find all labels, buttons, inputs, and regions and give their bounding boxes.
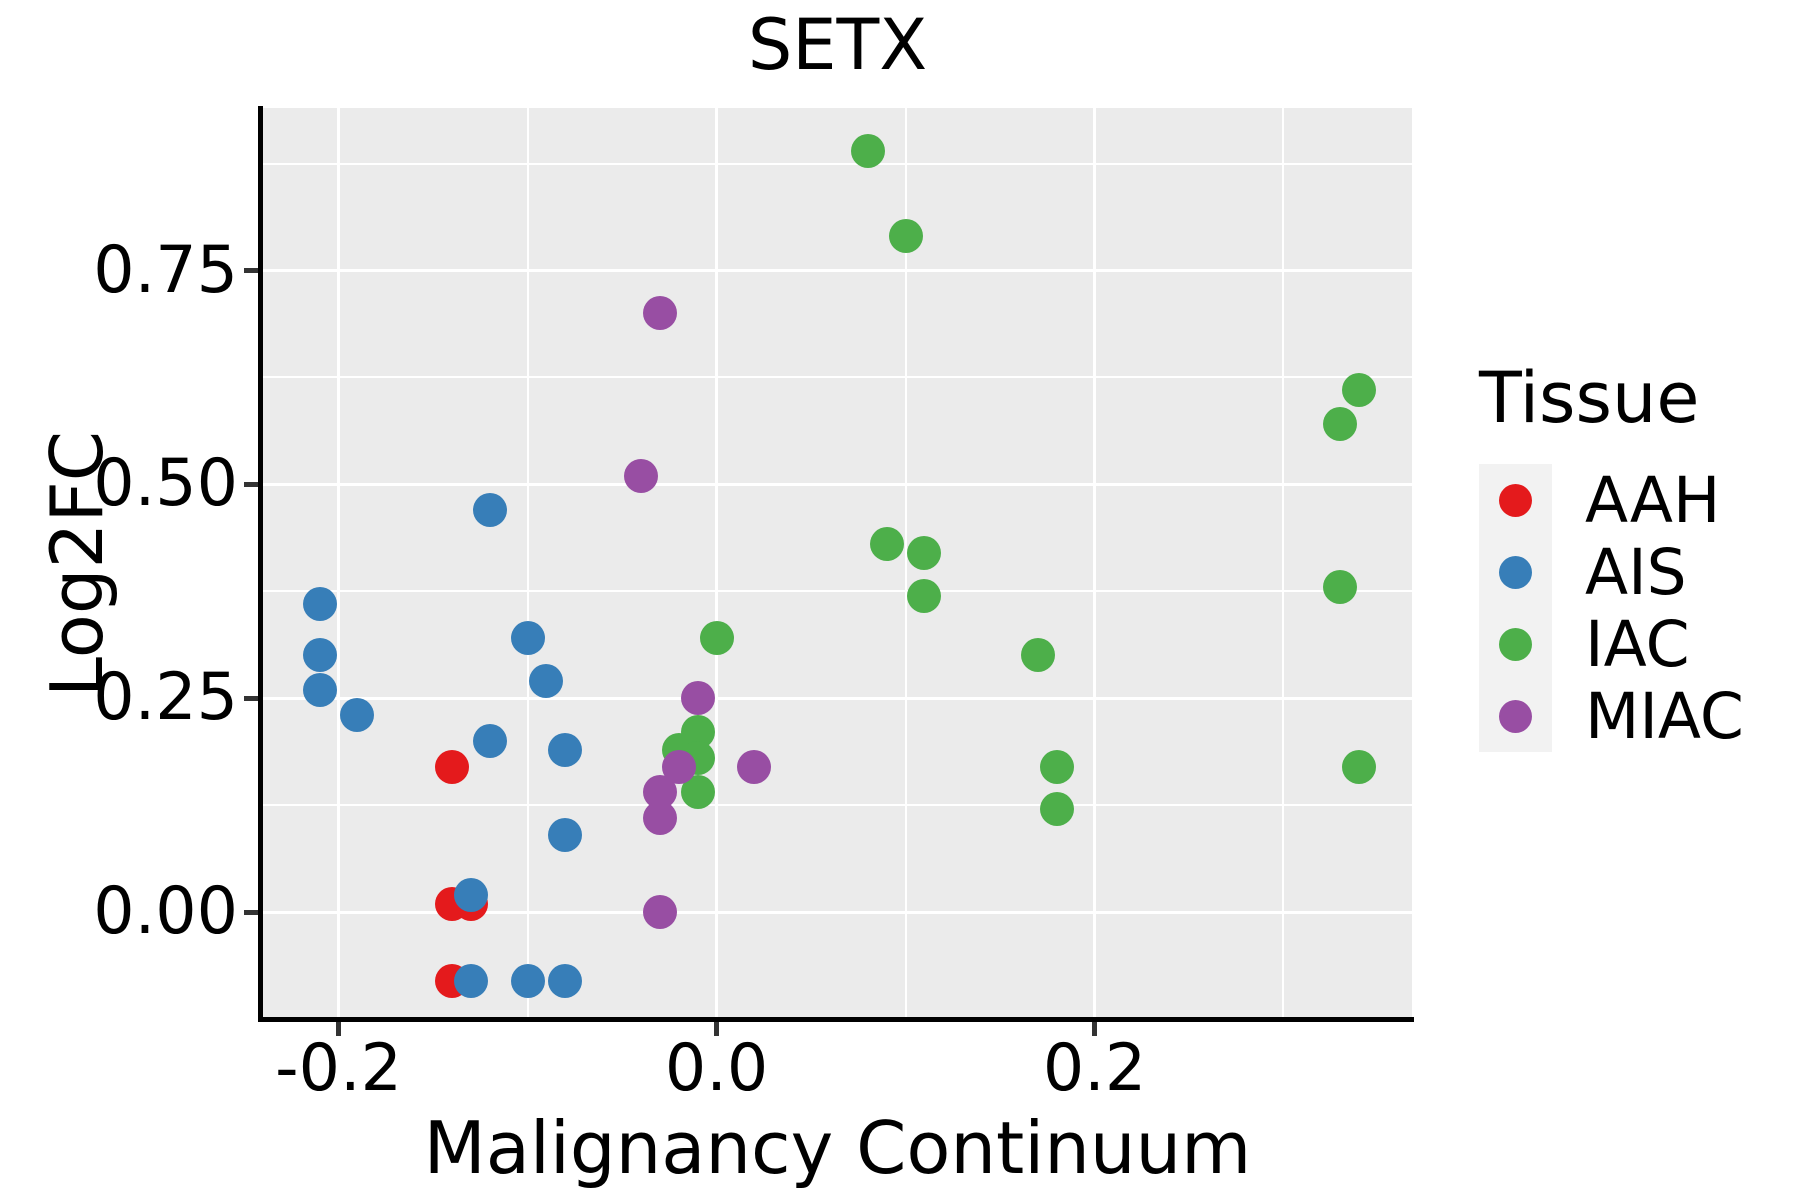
legend-item-AAH: AAH bbox=[1479, 463, 1744, 537]
y-tick-label: 0.00 bbox=[93, 874, 238, 950]
data-point-AIS-9 bbox=[548, 818, 583, 853]
legend-dot-AIS bbox=[1499, 555, 1532, 589]
x-tick-label: 0.2 bbox=[1042, 1031, 1147, 1106]
y-tick-label: 0.75 bbox=[93, 232, 238, 308]
data-point-MIAC-5 bbox=[642, 800, 677, 835]
y-minor-gridline bbox=[263, 590, 1412, 593]
legend-key-MIAC bbox=[1479, 680, 1552, 752]
data-point-IAC-2 bbox=[869, 527, 904, 562]
data-point-AIS-1 bbox=[302, 638, 337, 673]
data-point-AIS-10 bbox=[453, 877, 488, 912]
plot-panel bbox=[263, 108, 1412, 1019]
data-point-IAC-11 bbox=[1039, 749, 1074, 784]
x-major-gridline bbox=[1093, 108, 1096, 1019]
data-point-AIS-8 bbox=[548, 732, 583, 767]
x-tick-label: 0.0 bbox=[664, 1031, 769, 1106]
data-point-IAC-15 bbox=[1323, 570, 1358, 605]
x-tick-mark bbox=[714, 1022, 720, 1036]
legend-items: AAH AIS IAC MIAC bbox=[1479, 463, 1744, 753]
data-point-MIAC-2 bbox=[680, 681, 715, 716]
data-point-MIAC-6 bbox=[737, 749, 772, 784]
data-point-IAC-0 bbox=[850, 133, 885, 168]
y-axis-line bbox=[258, 106, 263, 1021]
legend-key-AIS bbox=[1479, 536, 1552, 608]
y-tick-mark bbox=[244, 909, 258, 915]
x-tick-mark bbox=[1092, 1022, 1097, 1036]
x-minor-gridline bbox=[904, 108, 907, 1019]
data-point-AIS-0 bbox=[302, 587, 337, 622]
y-minor-gridline bbox=[263, 162, 1412, 165]
y-axis-title: Log2FC bbox=[35, 430, 119, 698]
legend: Tissue AAH AIS IAC MIAC bbox=[1479, 357, 1744, 753]
data-point-AIS-6 bbox=[529, 664, 564, 699]
x-axis-line bbox=[258, 1017, 1414, 1022]
data-point-IAC-13 bbox=[1342, 373, 1377, 408]
legend-item-AIS: AIS bbox=[1479, 535, 1744, 609]
y-major-gridline bbox=[263, 482, 1412, 486]
data-point-IAC-12 bbox=[1039, 792, 1074, 827]
x-tick-label: -0.2 bbox=[275, 1031, 402, 1106]
y-minor-gridline bbox=[263, 804, 1412, 807]
data-point-IAC-4 bbox=[907, 578, 942, 613]
data-point-IAC-1 bbox=[888, 219, 923, 254]
x-major-gridline bbox=[337, 108, 341, 1019]
y-tick-mark bbox=[244, 695, 258, 701]
legend-label-MIAC: MIAC bbox=[1585, 679, 1744, 753]
legend-title: Tissue bbox=[1479, 357, 1700, 439]
data-point-AIS-13 bbox=[548, 963, 583, 998]
data-point-AAH-0 bbox=[434, 749, 469, 784]
y-major-gridline bbox=[263, 269, 1412, 273]
data-point-IAC-3 bbox=[907, 535, 942, 570]
data-point-AIS-12 bbox=[510, 963, 545, 998]
x-minor-gridline bbox=[526, 108, 529, 1019]
x-minor-gridline bbox=[1282, 108, 1285, 1019]
x-axis-title: Malignancy Continuum bbox=[423, 1106, 1252, 1190]
x-tick-mark bbox=[336, 1022, 342, 1036]
data-point-MIAC-1 bbox=[623, 458, 658, 493]
data-point-AIS-4 bbox=[472, 493, 507, 528]
data-point-AIS-2 bbox=[302, 672, 337, 707]
data-point-IAC-16 bbox=[1342, 749, 1377, 784]
legend-key-IAC bbox=[1479, 608, 1552, 680]
y-tick-mark bbox=[244, 268, 258, 274]
legend-dot-AAH bbox=[1499, 483, 1532, 517]
data-point-MIAC-0 bbox=[642, 296, 677, 331]
y-tick-label: 0.50 bbox=[93, 446, 238, 522]
y-tick-mark bbox=[244, 481, 258, 487]
legend-key-AAH bbox=[1479, 464, 1552, 536]
data-point-AIS-11 bbox=[453, 963, 488, 998]
legend-label-AAH: AAH bbox=[1585, 463, 1721, 537]
legend-dot-IAC bbox=[1499, 627, 1532, 661]
plot-title: SETX bbox=[747, 4, 928, 86]
y-tick-label: 0.25 bbox=[93, 660, 238, 736]
legend-dot-MIAC bbox=[1499, 699, 1532, 733]
y-major-gridline bbox=[263, 910, 1412, 914]
data-point-IAC-5 bbox=[1020, 638, 1055, 673]
data-point-AIS-7 bbox=[472, 723, 507, 758]
data-point-MIAC-7 bbox=[642, 895, 677, 930]
data-point-AIS-3 bbox=[340, 698, 375, 733]
y-major-gridline bbox=[263, 696, 1412, 700]
data-point-IAC-14 bbox=[1323, 407, 1358, 442]
legend-item-MIAC: MIAC bbox=[1479, 679, 1744, 753]
data-point-AIS-5 bbox=[510, 621, 545, 656]
legend-item-IAC: IAC bbox=[1479, 607, 1744, 681]
y-minor-gridline bbox=[263, 376, 1412, 379]
legend-label-IAC: IAC bbox=[1585, 607, 1690, 681]
legend-label-AIS: AIS bbox=[1585, 535, 1687, 609]
x-major-gridline bbox=[715, 108, 719, 1019]
data-point-IAC-6 bbox=[699, 621, 734, 656]
